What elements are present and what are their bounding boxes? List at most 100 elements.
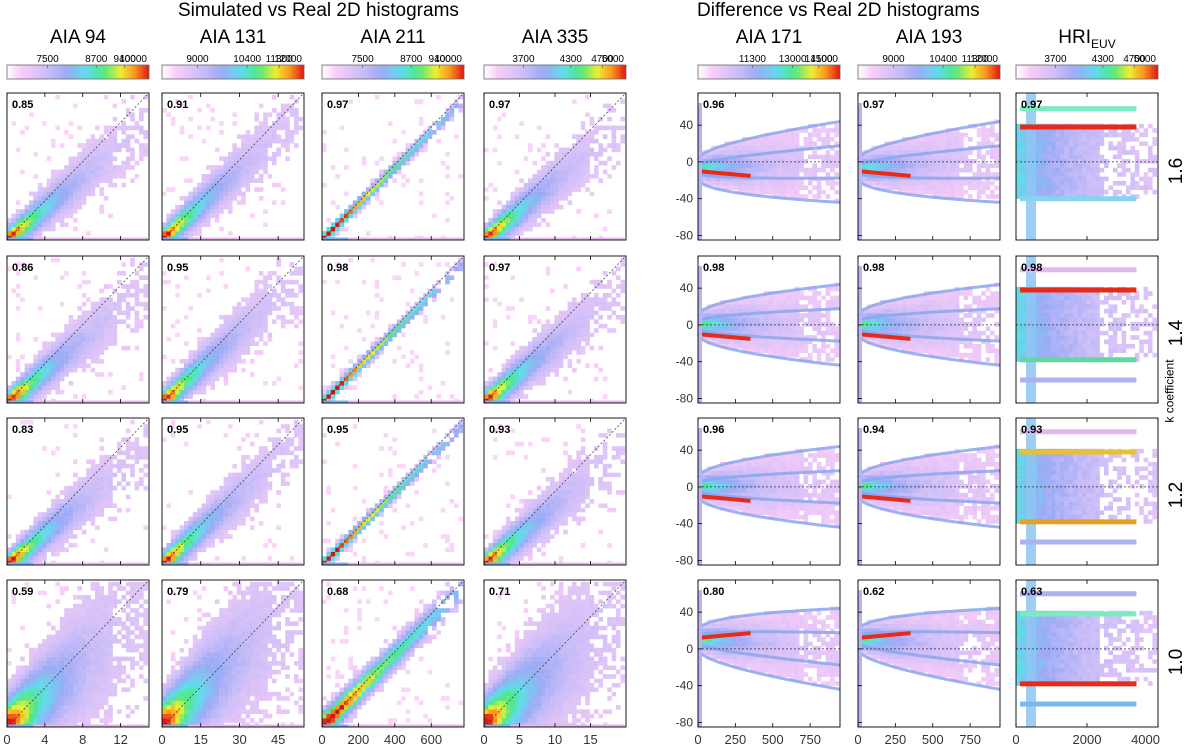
hist-bin <box>86 595 91 600</box>
hist-bin <box>7 678 12 684</box>
hist-bin <box>162 713 167 719</box>
hist-bin <box>210 359 215 364</box>
hist-bin <box>366 237 371 240</box>
hist-bin <box>236 656 242 662</box>
hist-bin <box>112 463 118 469</box>
colorbar-tick-label: 12000 <box>274 54 302 65</box>
hist-bin <box>401 661 406 666</box>
hist-bin <box>46 656 52 662</box>
hist-bin <box>254 463 259 469</box>
hist-bin <box>95 169 100 175</box>
hist-bin <box>95 503 100 508</box>
hist-bin <box>335 709 340 714</box>
hist-bin <box>352 687 358 692</box>
hist-bin <box>258 463 264 469</box>
hist-bin <box>223 674 229 679</box>
hist-bin <box>68 178 74 183</box>
hist-bin <box>197 328 202 333</box>
hist-bin <box>258 328 264 333</box>
hist-bin <box>29 669 34 675</box>
hist-bin <box>396 639 402 644</box>
hist-bin <box>352 665 358 670</box>
hist-bin <box>263 160 268 166</box>
hist-bin <box>103 160 109 166</box>
hist-bin <box>46 400 51 403</box>
hist-bin <box>55 354 60 360</box>
hist-bin <box>68 503 74 508</box>
hist-bin <box>29 231 34 236</box>
hist-bin <box>206 700 211 706</box>
hist-bin <box>134 562 139 565</box>
hist-bin <box>55 372 60 377</box>
hist-bin <box>15 147 21 153</box>
hist-bin <box>392 625 397 631</box>
hist-bin <box>392 661 397 666</box>
hist-bin <box>108 174 113 179</box>
hist-bin <box>68 237 73 240</box>
hist-bin <box>418 400 424 403</box>
colorbar-tick-label: 10400 <box>233 54 261 65</box>
hist-bin <box>250 687 255 692</box>
hist-bin <box>241 134 246 139</box>
hist-bin <box>46 359 52 364</box>
hist-bin <box>383 433 389 438</box>
hist-bin <box>335 218 340 223</box>
hist-bin <box>51 543 56 548</box>
hist-bin <box>206 634 211 640</box>
hist-bin <box>130 590 135 596</box>
hist-bin <box>68 319 74 324</box>
hist-bin <box>258 678 264 684</box>
panel-frame <box>161 92 305 241</box>
hist-bin <box>103 603 109 609</box>
hist-bin <box>206 718 211 723</box>
hist-bin <box>388 400 393 403</box>
hist-bin <box>232 160 237 166</box>
hist-bin <box>15 271 21 276</box>
hist-bin <box>432 617 437 622</box>
hist-bin <box>90 472 96 478</box>
hist-bin <box>95 683 100 688</box>
hist-bin <box>410 468 415 473</box>
hist-bin <box>348 718 353 723</box>
hist-bin <box>379 350 384 355</box>
hist-bin <box>121 138 126 144</box>
hist-bin <box>405 472 411 478</box>
hist-bin <box>77 718 82 723</box>
hist-bin <box>245 332 251 338</box>
hist-bin <box>280 200 286 205</box>
hist-bin <box>330 394 336 399</box>
hist-bin <box>175 674 180 679</box>
hist-bin <box>245 306 251 311</box>
hist-bin <box>245 630 251 635</box>
hist-bin <box>241 315 246 320</box>
hist-bin <box>294 603 299 609</box>
hist-bin <box>206 543 211 548</box>
hist-bin <box>192 687 198 692</box>
hist-bin <box>197 512 202 517</box>
x-tick-label: 8 <box>79 732 86 745</box>
hist-bin <box>298 125 303 131</box>
hist-bin <box>59 538 65 544</box>
hist-bin <box>81 521 87 526</box>
hist-bin <box>59 718 65 723</box>
hist-bin <box>232 481 237 486</box>
hist-bin <box>267 284 273 289</box>
hist-bin <box>112 455 118 460</box>
hist-bin <box>179 359 185 364</box>
hist-bin <box>267 125 273 131</box>
hist-bin <box>95 678 100 684</box>
hist-bin <box>188 547 193 552</box>
hist-bin <box>396 700 402 706</box>
hist-bin <box>357 705 362 710</box>
hist-bin <box>418 147 424 153</box>
hist-bin <box>423 562 428 565</box>
hist-bin <box>263 630 268 635</box>
hist-bin <box>267 450 273 456</box>
hist-bin <box>294 108 299 113</box>
hist-bin <box>326 237 331 240</box>
hist-bin <box>170 529 176 535</box>
hist-bin <box>64 174 69 179</box>
hist-bin <box>250 468 255 473</box>
hist-bin <box>73 182 78 188</box>
hist-bin <box>134 450 140 456</box>
